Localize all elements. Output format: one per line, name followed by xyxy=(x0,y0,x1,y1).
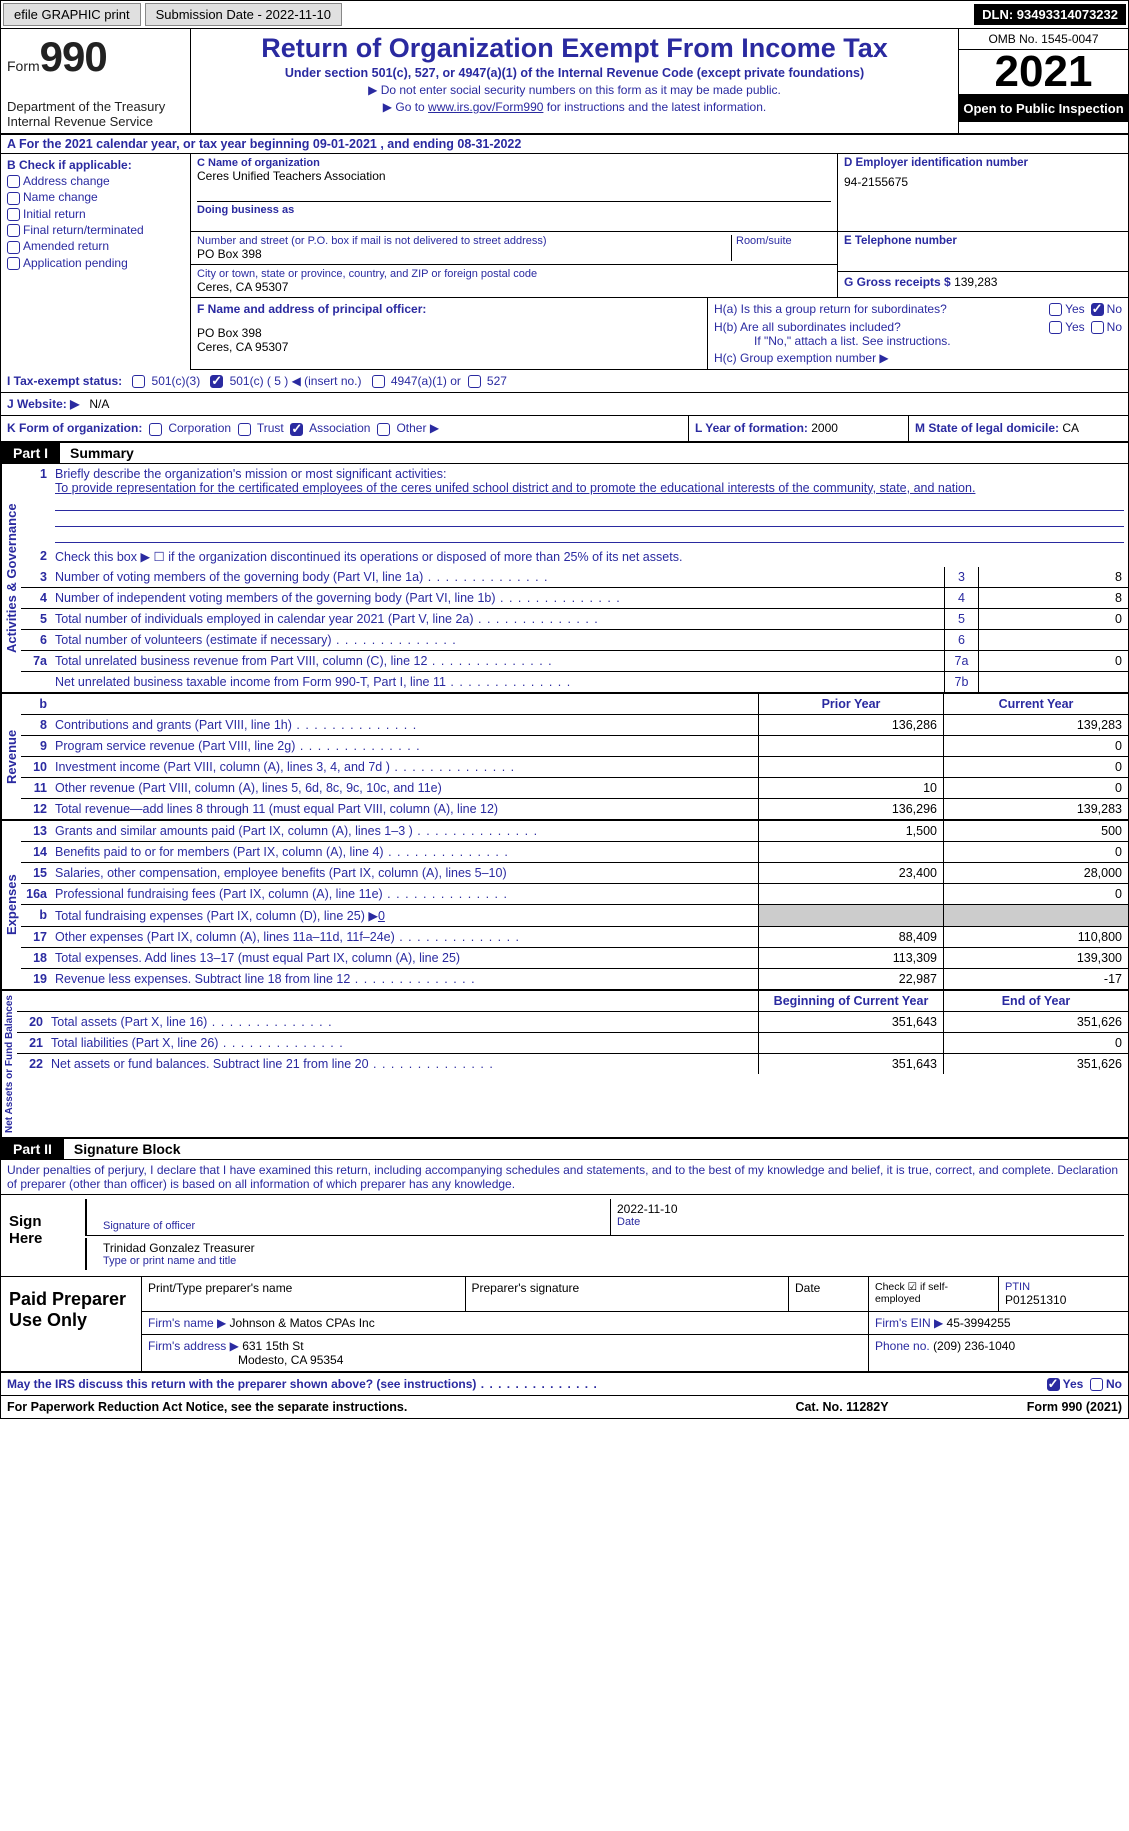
hb-no[interactable] xyxy=(1091,321,1104,334)
mission-text: To provide representation for the certif… xyxy=(55,481,975,495)
cb-name-change[interactable]: Name change xyxy=(7,190,184,204)
officer-name: Trinidad Gonzalez Treasurer xyxy=(103,1241,1118,1255)
header-center: Return of Organization Exempt From Incom… xyxy=(191,29,958,133)
col-b-label: B Check if applicable: xyxy=(7,158,184,172)
cb-527[interactable] xyxy=(468,375,481,388)
ha-yes[interactable] xyxy=(1049,303,1062,316)
cb-initial-return[interactable]: Initial return xyxy=(7,207,184,221)
part1-badge: Part I xyxy=(1,443,60,463)
header-right: OMB No. 1545-0047 2021 Open to Public In… xyxy=(958,29,1128,133)
form-id-box: Form990 Department of the Treasury Inter… xyxy=(1,29,191,133)
dln-label: DLN: 93493314073232 xyxy=(974,4,1126,25)
year-formation: L Year of formation: 2000 xyxy=(688,416,908,440)
org-city: Ceres, CA 95307 xyxy=(197,280,831,294)
vlabel-netassets: Net Assets or Fund Balances xyxy=(1,991,17,1137)
cb-4947[interactable] xyxy=(372,375,385,388)
form-subtitle: Under section 501(c), 527, or 4947(a)(1)… xyxy=(195,66,954,80)
discuss-yes[interactable] xyxy=(1047,1378,1060,1391)
cat-no: Cat. No. 11282Y xyxy=(742,1400,942,1414)
efile-print-button[interactable]: efile GRAPHIC print xyxy=(3,3,141,26)
firm-addr2: Modesto, CA 95354 xyxy=(238,1353,862,1367)
cb-final-return[interactable]: Final return/terminated xyxy=(7,223,184,237)
cb-corp[interactable] xyxy=(149,423,162,436)
form-title: Return of Organization Exempt From Incom… xyxy=(195,33,954,64)
hb-yes[interactable] xyxy=(1049,321,1062,334)
ptin-value: P01251310 xyxy=(1005,1293,1122,1307)
ein-value: 94-2155675 xyxy=(844,175,1122,189)
part1-title: Summary xyxy=(60,443,144,463)
l3-value: 8 xyxy=(978,567,1128,587)
l6-value xyxy=(978,630,1128,650)
l5-value: 0 xyxy=(978,609,1128,629)
vlabel-revenue: Revenue xyxy=(1,694,21,819)
ha-no[interactable] xyxy=(1091,303,1104,316)
open-inspection: Open to Public Inspection xyxy=(959,95,1128,122)
form-footer: Form 990 (2021) xyxy=(942,1400,1122,1414)
org-address: PO Box 398 xyxy=(197,247,731,261)
irs-label: Internal Revenue Service xyxy=(7,114,184,129)
part2-title: Signature Block xyxy=(64,1139,191,1159)
cb-assoc[interactable] xyxy=(290,423,303,436)
sign-here-label: Sign Here xyxy=(1,1195,81,1276)
note-ssn: ▶ Do not enter social security numbers o… xyxy=(195,83,954,97)
l7a-value: 0 xyxy=(978,651,1128,671)
cb-amended-return[interactable]: Amended return xyxy=(7,239,184,253)
principal-officer: F Name and address of principal officer:… xyxy=(191,298,708,369)
firm-addr1: 631 15th St xyxy=(242,1339,303,1353)
pra-notice: For Paperwork Reduction Act Notice, see … xyxy=(7,1400,742,1414)
form-word: Form xyxy=(7,58,40,74)
note-link: ▶ Go to www.irs.gov/Form990 for instruct… xyxy=(195,100,954,114)
l8-current: 139,283 xyxy=(943,715,1128,735)
dept-label: Department of the Treasury xyxy=(7,99,184,114)
preparer-name-lbl: Print/Type preparer's name xyxy=(141,1277,465,1311)
group-return-block: H(a) Is this a group return for subordin… xyxy=(708,298,1128,369)
firm-phone: (209) 236-1040 xyxy=(933,1339,1015,1353)
part2-badge: Part II xyxy=(1,1139,64,1159)
vlabel-expenses: Expenses xyxy=(1,821,21,989)
discuss-no[interactable] xyxy=(1090,1378,1103,1391)
row-a-tax-year: A For the 2021 calendar year, or tax yea… xyxy=(1,135,1128,154)
cb-other[interactable] xyxy=(377,423,390,436)
firm-name: Johnson & Matos CPAs Inc xyxy=(230,1316,375,1330)
cb-address-change[interactable]: Address change xyxy=(7,174,184,188)
ein-cell: D Employer identification number 94-2155… xyxy=(838,154,1128,231)
submission-date-button[interactable]: Submission Date - 2022-11-10 xyxy=(145,3,342,26)
org-name: Ceres Unified Teachers Association xyxy=(197,169,831,183)
vlabel-activities: Activities & Governance xyxy=(1,464,21,692)
tax-year: 2021 xyxy=(959,50,1128,95)
cb-501c3[interactable] xyxy=(132,375,145,388)
l8-prior: 136,286 xyxy=(758,715,943,735)
state-domicile: M State of legal domicile: CA xyxy=(908,416,1128,440)
tax-exempt-status: I Tax-exempt status: 501(c)(3) 501(c) ( … xyxy=(1,370,1128,393)
website-row: J Website: ▶ N/A xyxy=(1,393,1128,416)
declaration-text: Under penalties of perjury, I declare th… xyxy=(1,1160,1128,1195)
cb-application-pending[interactable]: Application pending xyxy=(7,256,184,270)
gross-receipts: G Gross receipts $ 139,283 xyxy=(838,272,1128,292)
form-of-org: K Form of organization: Corporation Trus… xyxy=(1,416,688,440)
org-name-cell: C Name of organization Ceres Unified Tea… xyxy=(191,154,838,231)
cb-501c[interactable] xyxy=(210,375,223,388)
cb-trust[interactable] xyxy=(238,423,251,436)
paid-preparer-label: Paid Preparer Use Only xyxy=(1,1277,141,1371)
firm-ein: 45-3994255 xyxy=(947,1316,1011,1330)
sig-date-value: 2022-11-10 xyxy=(617,1202,1118,1216)
discuss-row: May the IRS discuss this return with the… xyxy=(1,1373,1128,1396)
form-number: 990 xyxy=(40,33,107,80)
l4-value: 8 xyxy=(978,588,1128,608)
l7b-value xyxy=(978,672,1128,692)
irs-link[interactable]: www.irs.gov/Form990 xyxy=(428,100,543,114)
col-b-checkboxes: B Check if applicable: Address change Na… xyxy=(1,154,191,370)
